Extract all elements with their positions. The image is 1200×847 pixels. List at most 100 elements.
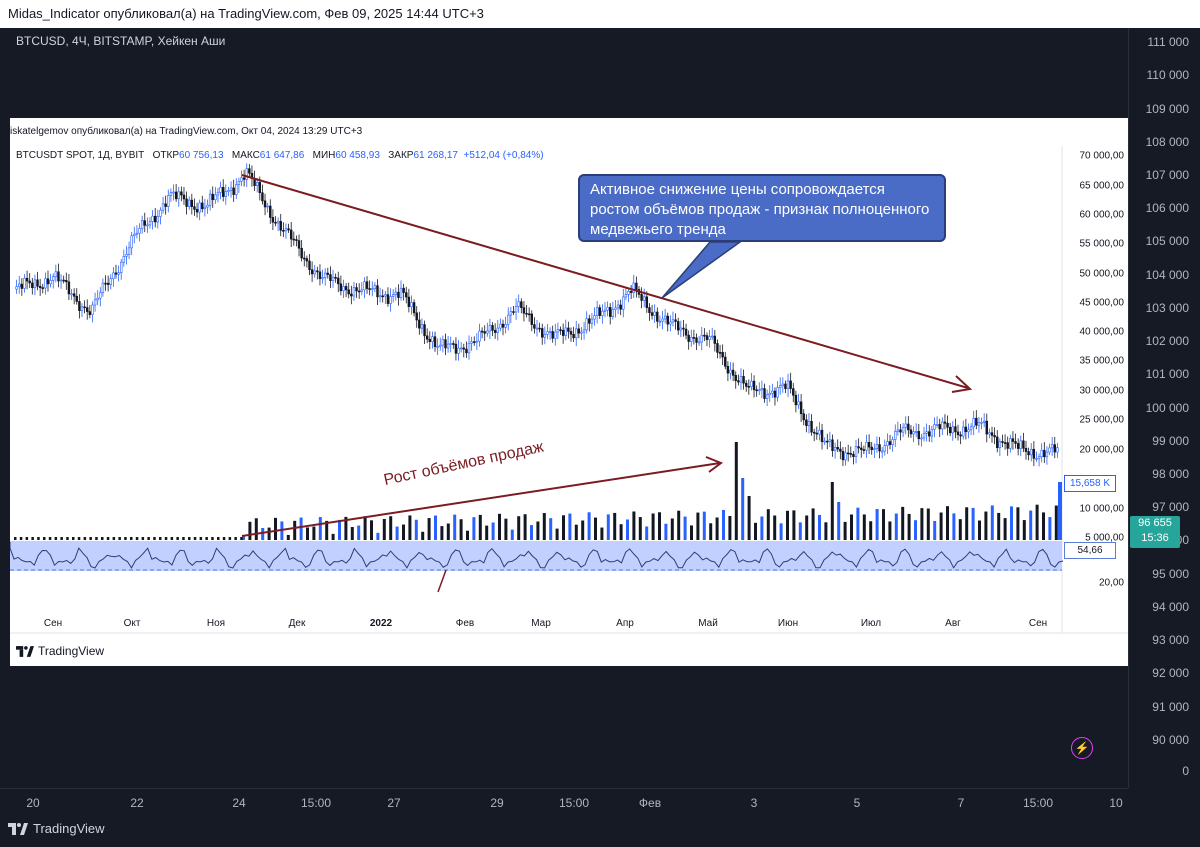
candle-body bbox=[174, 191, 178, 200]
candle-body bbox=[956, 431, 960, 436]
candle-body bbox=[20, 283, 24, 289]
candle-body bbox=[721, 352, 724, 358]
candle-body bbox=[54, 271, 58, 277]
volume-bar bbox=[626, 519, 629, 540]
candle-body bbox=[645, 296, 649, 308]
volume-bar bbox=[581, 520, 585, 540]
candle-body bbox=[928, 431, 931, 437]
candle-body bbox=[990, 432, 994, 436]
candle-body bbox=[567, 327, 570, 332]
volume-bar bbox=[1022, 520, 1026, 540]
volume-trend-line bbox=[241, 462, 721, 537]
candle-body bbox=[530, 313, 533, 325]
open-value: 60 756,13 bbox=[179, 150, 224, 161]
volume-bar bbox=[312, 526, 316, 540]
candle-body bbox=[33, 279, 37, 289]
candle-body bbox=[831, 439, 834, 451]
volume-bar bbox=[760, 516, 764, 540]
candle-body bbox=[810, 420, 813, 433]
candle-body bbox=[465, 348, 468, 354]
candle-body bbox=[397, 291, 400, 298]
candle-body bbox=[737, 380, 740, 383]
inner-time-label: Авг bbox=[945, 618, 961, 629]
outer-time-label: 22 bbox=[130, 796, 144, 810]
price-trend-arrowhead bbox=[951, 375, 973, 393]
candle-body bbox=[794, 394, 798, 406]
candle-body bbox=[1035, 457, 1038, 460]
candle-body bbox=[546, 331, 549, 335]
candle-body bbox=[1024, 447, 1028, 452]
candle-body bbox=[96, 297, 99, 301]
candle-body bbox=[878, 444, 881, 452]
volume-bar bbox=[363, 516, 367, 540]
candle-body bbox=[214, 194, 217, 201]
candle-body bbox=[25, 277, 29, 282]
volume-bar bbox=[715, 517, 719, 540]
outer-price-label: 95 000 bbox=[1152, 567, 1189, 581]
volume-bar bbox=[792, 510, 796, 540]
candle-body bbox=[792, 388, 795, 396]
outer-brand-label: TradingView bbox=[33, 821, 105, 836]
candle-body bbox=[287, 228, 290, 231]
volume-bar bbox=[54, 537, 58, 540]
candle-body bbox=[805, 419, 808, 426]
candle-body bbox=[310, 269, 314, 275]
candle-body bbox=[412, 302, 416, 314]
volume-bar bbox=[811, 508, 815, 540]
candle-body bbox=[611, 309, 615, 317]
outer-price-axis[interactable]: 111 000 110 000 109 000 108 000 107 000 106 0… bbox=[1128, 28, 1200, 788]
candle-body bbox=[80, 306, 84, 311]
volume-bar bbox=[491, 522, 495, 540]
volume-bar bbox=[734, 442, 738, 540]
candle-body bbox=[972, 417, 975, 428]
volume-bar bbox=[234, 537, 237, 540]
volume-bar bbox=[690, 525, 693, 540]
candle-body bbox=[86, 307, 89, 312]
volume-bar bbox=[1048, 517, 1052, 540]
volume-bar bbox=[888, 521, 892, 540]
candle-body bbox=[703, 334, 706, 337]
candle-body bbox=[666, 315, 669, 325]
candle-body bbox=[376, 285, 379, 298]
outer-time-axis[interactable]: 20 22 24 15:00 27 29 15:00 Фев 3 5 7 15:00 10 bbox=[0, 788, 1128, 817]
volume-bar bbox=[25, 537, 29, 540]
volume-bar bbox=[306, 527, 309, 540]
flash-icon[interactable]: ⚡ bbox=[1071, 737, 1093, 759]
volume-bar bbox=[427, 518, 431, 540]
candle-body bbox=[849, 453, 853, 455]
inner-brand-label: TradingView bbox=[38, 644, 105, 658]
volume-bar bbox=[402, 524, 405, 540]
candle-body bbox=[656, 311, 659, 322]
volume-bar bbox=[677, 510, 681, 540]
candle-body bbox=[724, 356, 727, 367]
candle-body bbox=[580, 331, 583, 334]
outer-symbol-legend[interactable]: BTCUSD, 4Ч, BITSTAMP, Хейкен Аши bbox=[16, 34, 226, 48]
volume-bar bbox=[124, 537, 127, 540]
outer-tradingview-brand[interactable]: TradingView bbox=[8, 821, 105, 836]
candle-body bbox=[771, 390, 774, 394]
candle-body bbox=[556, 329, 560, 333]
candle-body bbox=[935, 424, 939, 426]
outer-time-label: 29 bbox=[490, 796, 504, 810]
candle-body bbox=[595, 307, 599, 316]
volume-bar bbox=[1058, 482, 1062, 540]
volume-bar bbox=[766, 509, 770, 540]
candle-body bbox=[828, 439, 832, 442]
candle-body bbox=[15, 286, 18, 290]
candle-body bbox=[862, 449, 866, 451]
candle-body bbox=[31, 282, 34, 289]
candle-body bbox=[671, 319, 675, 323]
candle-body bbox=[988, 432, 991, 435]
volume-bar bbox=[952, 513, 956, 540]
volume-bar bbox=[658, 512, 661, 540]
volume-bar bbox=[818, 514, 821, 540]
outer-price-label: 94 000 bbox=[1152, 600, 1189, 614]
candle-body bbox=[954, 426, 957, 433]
outer-price-label: 103 000 bbox=[1145, 301, 1189, 315]
candle-body bbox=[640, 294, 643, 301]
candle-body bbox=[669, 321, 672, 325]
volume-trend-arrowhead bbox=[705, 456, 724, 473]
volume-bar bbox=[530, 525, 533, 540]
outer-price-label: 0 bbox=[1182, 764, 1189, 778]
volume-bar bbox=[498, 513, 501, 540]
